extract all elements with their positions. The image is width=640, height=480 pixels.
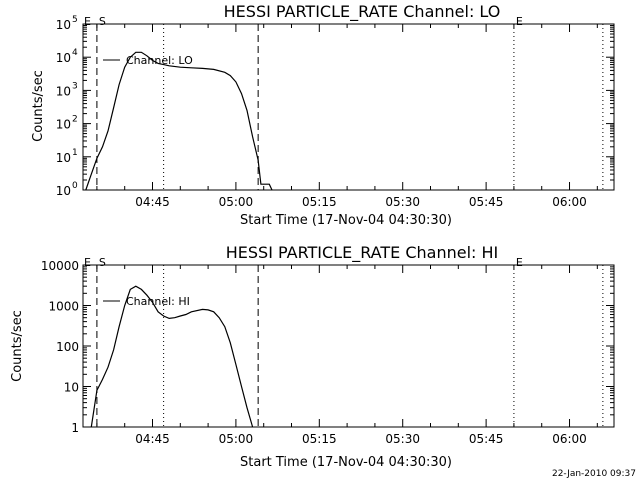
legend-label: Channel: LO: [126, 54, 193, 67]
x-tick-label: 04:45: [135, 195, 170, 209]
event-marker-label: E: [516, 15, 523, 28]
x-axis-label-lo: Start Time (17-Nov-04 04:30:30): [240, 213, 452, 228]
y-tick-exponent: 0: [72, 181, 78, 191]
y-tick-label: 10000: [41, 259, 79, 273]
x-tick-label: 05:00: [219, 432, 254, 446]
x-tick-label: 04:45: [135, 432, 170, 446]
x-tick-label: 06:00: [552, 432, 587, 446]
plot-frame-lo: [82, 23, 615, 191]
chart-title-hi: HESSI PARTICLE_RATE Channel: HI: [226, 243, 499, 263]
y-tick-exponent: 5: [72, 15, 78, 25]
panel-hi: HESSI PARTICLE_RATE Channel: HI 1 10 100 10…: [10, 243, 615, 470]
y-tick-label: 10: [56, 18, 71, 32]
x-tick-label: 05:45: [469, 432, 504, 446]
x-tick-label: 05:30: [385, 432, 420, 446]
x-axis-label-hi: Start Time (17-Nov-04 04:30:30): [240, 455, 452, 470]
x-tick-label: 05:00: [219, 195, 254, 209]
y-tick-exponent: 4: [72, 48, 78, 58]
y-tick-exponent: 3: [72, 81, 78, 91]
x-tick-label: 06:00: [552, 195, 587, 209]
y-tick-label: 10: [56, 184, 71, 198]
y-tick-label: 1: [71, 421, 79, 435]
x-tick-label: 05:30: [385, 195, 420, 209]
series-line-lo: [85, 51, 273, 191]
y-tick-label: 10: [56, 118, 71, 132]
corner-marker-label: E: [84, 256, 91, 269]
x-tick-label: 05:45: [469, 195, 504, 209]
y-tick-label: 1000: [48, 300, 79, 314]
y-axis-label-lo: Counts/sec: [31, 70, 46, 142]
event-marker-label: E: [516, 256, 523, 269]
chart-title-lo: HESSI PARTICLE_RATE Channel: LO: [224, 2, 501, 22]
y-tick-label: 100: [56, 340, 79, 354]
y-tick-label: 10: [64, 381, 79, 395]
y-tick-label: 10: [56, 151, 71, 165]
plot-frame-hi: [82, 264, 615, 428]
y-axis-label-hi: Counts/sec: [10, 310, 25, 382]
y-tick-exponent: 2: [72, 115, 78, 125]
legend-label: Channel: HI: [126, 295, 190, 308]
x-tick-label: 05:15: [302, 195, 337, 209]
event-marker-label: S: [99, 256, 106, 269]
y-tick-label: 10: [56, 84, 71, 98]
y-tick-label: 10: [56, 51, 71, 65]
footer-timestamp: 22-Jan-2010 09:37: [551, 469, 636, 479]
plot-area-hi: 1 10 100 1000 10000 04:45 05:00 05:15 05:30 05:45…: [41, 256, 615, 446]
series-line-hi: [90, 285, 254, 428]
y-tick-exponent: 1: [72, 148, 78, 158]
event-marker-label: S: [99, 15, 106, 28]
corner-marker-label: E: [84, 15, 91, 28]
x-tick-label: 05:15: [302, 432, 337, 446]
